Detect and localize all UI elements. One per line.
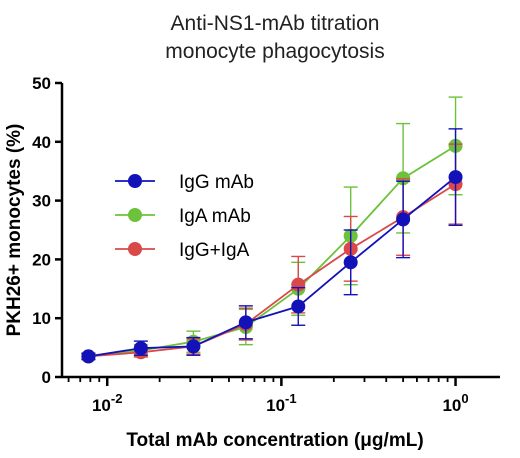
y-tick-label: 10: [32, 309, 51, 328]
legend-label: IgA mAb: [179, 206, 251, 227]
x-tick-label: 100: [442, 391, 468, 415]
series-layer: [81, 96, 463, 364]
legend-entry: IgG mAb: [115, 172, 254, 193]
series-igg-mab: [81, 128, 463, 364]
y-tick-label: 0: [42, 368, 51, 387]
data-point: [238, 315, 253, 330]
data-point: [81, 349, 96, 364]
data-point: [133, 341, 148, 356]
legend-marker: [128, 242, 142, 256]
axes: [60, 83, 500, 379]
data-point: [448, 170, 463, 185]
y-tick-label: 50: [32, 74, 51, 93]
x-tick-label: 10-2: [92, 391, 122, 415]
y-tick-label: 40: [32, 133, 51, 152]
chart-title-line-1: Anti-NS1-mAb titration: [171, 12, 380, 35]
legend-entry: IgA mAb: [115, 206, 251, 227]
legend-label: IgG+IgA: [179, 240, 250, 261]
data-point: [291, 299, 306, 314]
x-tick-label: 10-1: [266, 391, 296, 415]
data-point: [186, 339, 201, 354]
ticks: 0 10 20 30 40 50 10-2 10-1 100: [32, 74, 469, 415]
x-axis-label: Total mAb concentration (μg/mL): [126, 430, 423, 451]
data-point: [343, 255, 358, 270]
series-line: [88, 145, 456, 358]
legend-marker: [128, 208, 142, 222]
y-axis-label: PKH26+ monocytes (%): [4, 124, 25, 337]
legend-label: IgG mAb: [179, 172, 254, 193]
legend-marker: [128, 174, 142, 188]
series-line: [88, 176, 457, 358]
legend-entry: IgG+IgA: [115, 240, 250, 261]
chart-title-line-2: monocyte phagocytosis: [165, 40, 384, 63]
data-point: [396, 212, 411, 227]
series-iga-mab: [81, 96, 463, 364]
legend: IgG mAb IgA mAb IgG+IgA: [115, 172, 254, 261]
y-tick-label: 20: [32, 250, 51, 269]
y-tick-label: 30: [32, 192, 51, 211]
series-line: [88, 183, 456, 358]
